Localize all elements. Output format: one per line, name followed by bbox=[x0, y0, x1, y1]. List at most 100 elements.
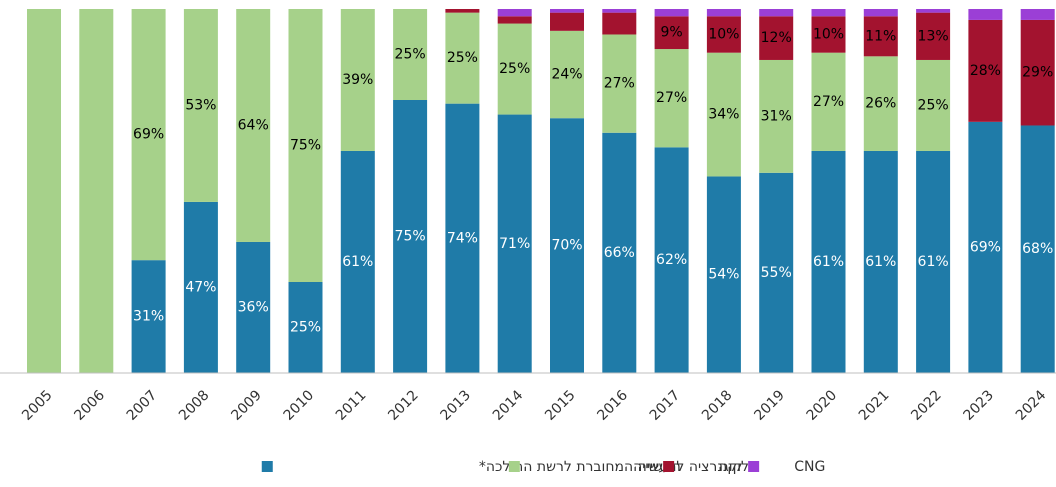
bar-segment bbox=[759, 59, 794, 173]
x-tick-label: 2019 bbox=[751, 387, 788, 424]
bar-segment bbox=[340, 150, 375, 373]
data-label: 54% bbox=[708, 267, 739, 283]
legend-label: קוגנרציה לתעשייה bbox=[633, 459, 742, 475]
bar-segment bbox=[916, 12, 951, 60]
data-label: 12% bbox=[761, 30, 792, 46]
bar-segment bbox=[550, 30, 584, 119]
data-label: 25% bbox=[290, 320, 321, 336]
bar-segment bbox=[131, 9, 166, 261]
data-label: 25% bbox=[447, 50, 478, 66]
x-tick-label: 2014 bbox=[490, 387, 527, 424]
bar-segment bbox=[445, 103, 480, 373]
x-tick-label: 2017 bbox=[647, 387, 684, 424]
data-label: 74% bbox=[447, 230, 478, 246]
data-label: 27% bbox=[604, 76, 635, 92]
data-label: 13% bbox=[918, 28, 949, 44]
x-tick-label: 2020 bbox=[804, 387, 841, 424]
bar-segment bbox=[811, 9, 846, 17]
data-label: 75% bbox=[395, 229, 426, 245]
legend-label: תעשייה המחוברת לרשת ההולכה* bbox=[479, 459, 681, 475]
data-label: 25% bbox=[499, 61, 530, 77]
bar-segment bbox=[550, 12, 584, 31]
bar-segment bbox=[393, 9, 428, 100]
x-tick-label: 2024 bbox=[1013, 387, 1050, 424]
legend-label: CNG bbox=[794, 459, 825, 475]
data-label: 55% bbox=[761, 265, 792, 281]
x-tick-label: 2023 bbox=[961, 387, 998, 424]
bar-segment bbox=[79, 9, 114, 373]
data-label: 61% bbox=[342, 254, 373, 270]
x-tick-label: 2005 bbox=[19, 387, 56, 424]
bar-segment bbox=[968, 9, 1003, 20]
x-tick-label: 2007 bbox=[124, 387, 161, 424]
bar-segment bbox=[288, 9, 323, 282]
bar-segment bbox=[602, 34, 637, 133]
x-tick-label: 2022 bbox=[908, 387, 945, 424]
bar-segment bbox=[602, 12, 637, 35]
data-label: 61% bbox=[918, 254, 949, 270]
bar-segment bbox=[863, 150, 898, 373]
bar-segment bbox=[236, 241, 271, 373]
bar-segment bbox=[759, 9, 794, 17]
bar-segment bbox=[706, 52, 741, 177]
data-label: 62% bbox=[656, 252, 687, 268]
data-label: 47% bbox=[185, 279, 216, 295]
bar-segment bbox=[183, 201, 218, 373]
bar-segment bbox=[654, 16, 689, 50]
data-label: 61% bbox=[813, 254, 844, 270]
bar-segment bbox=[497, 16, 532, 24]
data-label: 31% bbox=[133, 309, 164, 325]
bar-segment bbox=[706, 9, 741, 17]
bar-segment bbox=[393, 100, 428, 373]
bar-segment bbox=[916, 9, 951, 13]
bar-segment bbox=[288, 282, 323, 373]
bar-segment bbox=[759, 16, 794, 60]
bar-segment bbox=[968, 121, 1003, 373]
legend-swatch bbox=[748, 461, 760, 472]
x-tick-label: 2021 bbox=[856, 387, 893, 424]
data-label: 69% bbox=[133, 127, 164, 143]
bar-segment bbox=[497, 23, 532, 115]
data-label: 29% bbox=[1022, 65, 1053, 81]
x-tick-label: 2012 bbox=[385, 387, 422, 424]
bar-segment bbox=[1020, 125, 1055, 373]
bar-segment bbox=[1020, 19, 1055, 126]
x-tick-label: 2016 bbox=[594, 387, 631, 424]
legend-swatch bbox=[663, 461, 675, 472]
data-label: 36% bbox=[238, 299, 269, 315]
bar-segment bbox=[340, 9, 375, 151]
data-label: 26% bbox=[865, 96, 896, 112]
bar-segment bbox=[602, 132, 637, 373]
data-label: 69% bbox=[970, 239, 1001, 255]
data-label: 70% bbox=[551, 238, 582, 254]
bar-segment bbox=[497, 114, 532, 373]
bar-segment bbox=[916, 150, 951, 373]
bar-segment bbox=[654, 147, 689, 373]
data-label: 61% bbox=[865, 254, 896, 270]
legend-swatch bbox=[508, 461, 520, 472]
data-label: 24% bbox=[551, 67, 582, 83]
bar-segment bbox=[131, 260, 166, 373]
data-label: 27% bbox=[813, 94, 844, 110]
legend: תעשייה המחוברת לרשת ההולכה*קוגנרציה לתעש… bbox=[261, 459, 825, 475]
data-label: 28% bbox=[970, 63, 1001, 79]
data-label: 71% bbox=[499, 236, 530, 252]
bar-segment bbox=[27, 9, 61, 373]
data-label: 64% bbox=[238, 117, 269, 133]
x-tick-label: 2011 bbox=[333, 387, 370, 424]
x-tick-label: 2008 bbox=[176, 387, 213, 424]
data-label: 25% bbox=[918, 97, 949, 113]
data-label: 11% bbox=[865, 28, 896, 44]
x-tick-label: 2013 bbox=[438, 387, 475, 424]
data-label: 9% bbox=[660, 25, 682, 41]
bar-segment bbox=[1020, 9, 1055, 20]
data-label: 75% bbox=[290, 138, 321, 154]
data-label: 25% bbox=[395, 47, 426, 63]
data-label: 53% bbox=[185, 97, 216, 113]
data-label: 66% bbox=[604, 245, 635, 261]
bar-segment bbox=[811, 16, 846, 53]
bar-segment bbox=[445, 9, 480, 13]
data-label: 10% bbox=[813, 26, 844, 42]
x-tick-label: 2015 bbox=[542, 387, 579, 424]
